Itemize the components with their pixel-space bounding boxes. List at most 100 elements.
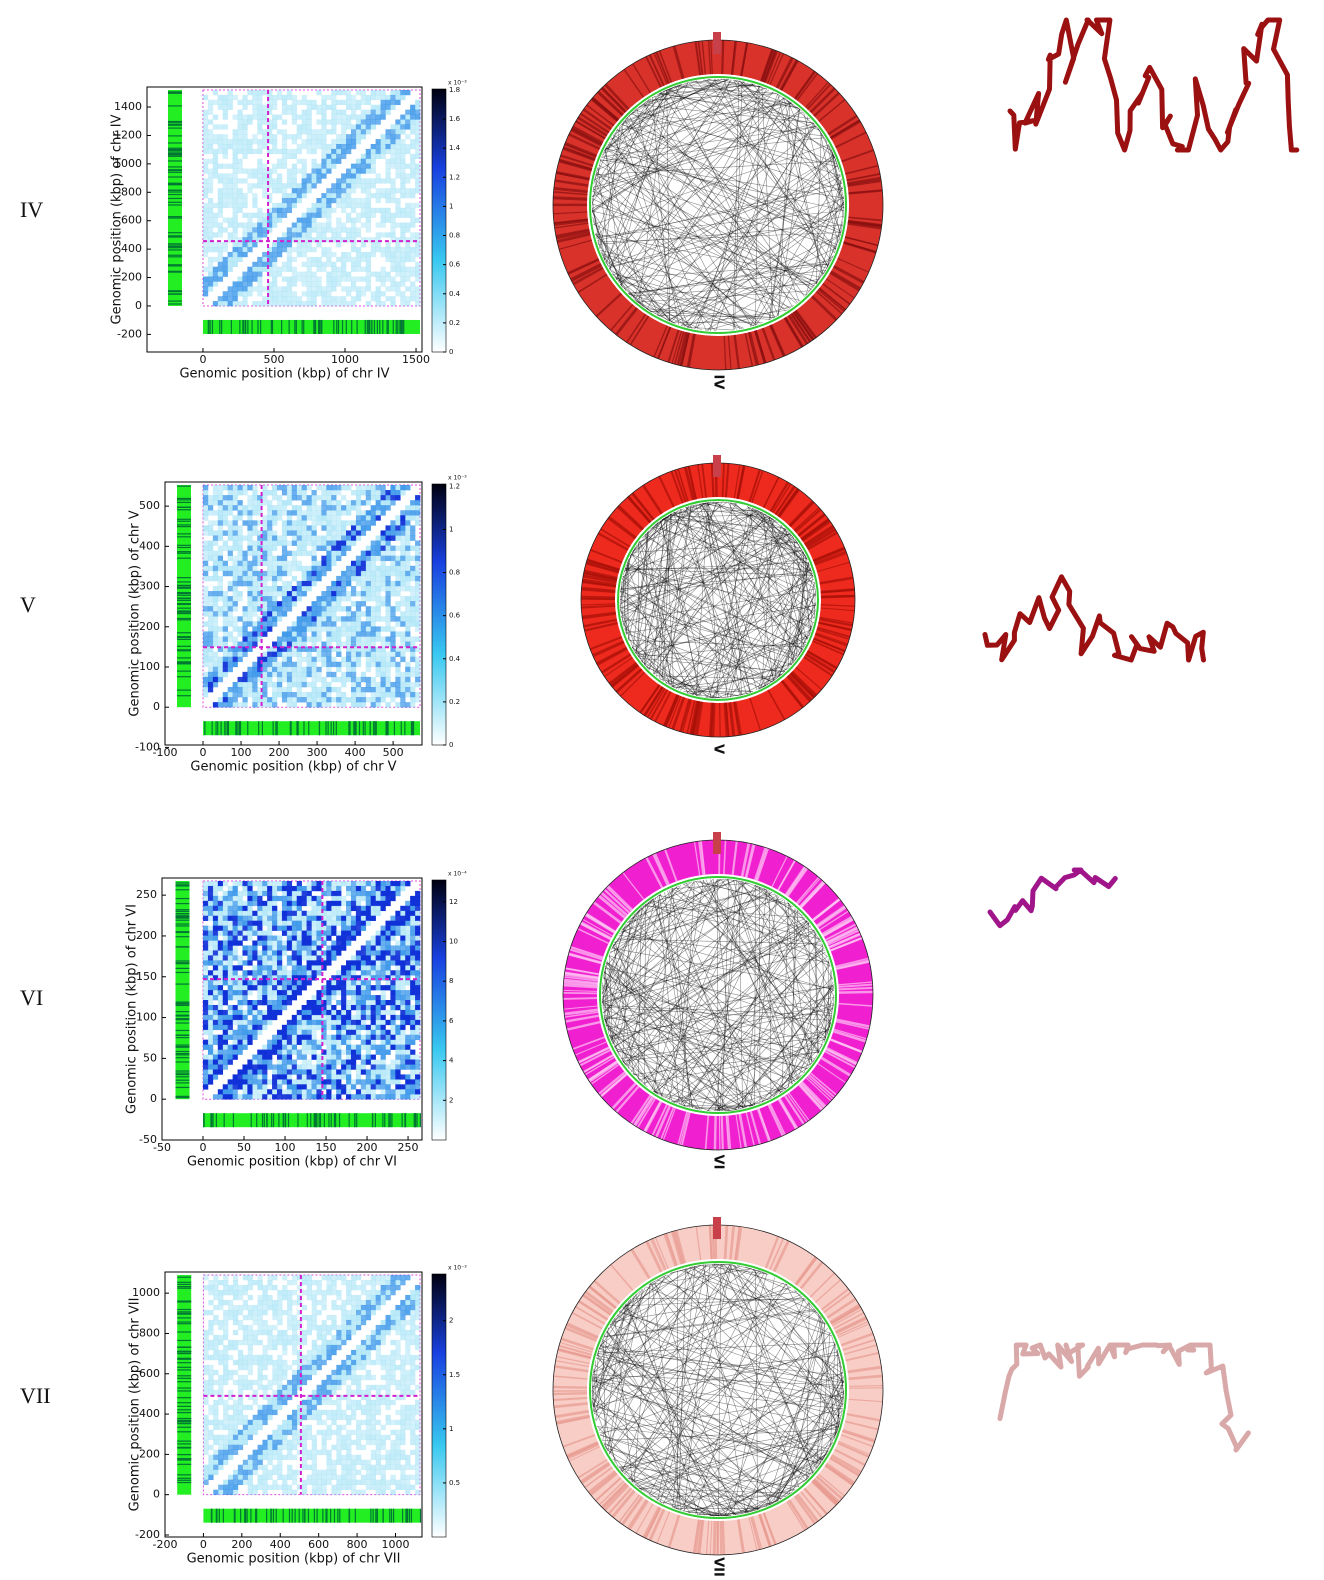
heatmap-cell <box>282 149 287 154</box>
heatmap-cell <box>405 134 410 139</box>
heatmap-cell <box>321 95 326 100</box>
heatmap-cell <box>247 173 252 178</box>
heatmap-cell <box>287 1030 292 1035</box>
heatmap-cell <box>218 95 223 100</box>
colorbar-exponent: x 10⁻³ <box>448 475 467 482</box>
heatmap-cell <box>272 124 277 129</box>
heatmap-cell <box>242 1045 247 1050</box>
heatmap-cell <box>262 188 267 193</box>
heatmap-cell <box>307 1079 312 1084</box>
heatmap-cell <box>252 702 257 707</box>
heatmap-cell <box>282 657 287 662</box>
heatmap-cell <box>247 242 252 247</box>
heatmap-cell <box>252 1030 257 1035</box>
heatmap-cell <box>307 1089 312 1094</box>
heatmap-cell <box>376 576 381 581</box>
x-tick-label: 0 <box>199 353 206 366</box>
heatmap-cell <box>292 267 297 272</box>
heatmap-cell <box>267 906 272 911</box>
heatmap-cell <box>252 546 257 551</box>
heatmap-cell <box>277 662 282 667</box>
heatmap-cell <box>331 183 336 188</box>
heatmap-cell <box>237 159 242 164</box>
track-band <box>247 320 248 334</box>
heatmap-cell <box>312 692 317 697</box>
heatmap-cell <box>203 672 208 677</box>
heatmap-cell <box>272 247 277 252</box>
heatmap-cell <box>292 1084 297 1089</box>
heatmap-cell <box>203 576 208 581</box>
heatmap-cell <box>213 1010 218 1015</box>
heatmap-cell <box>400 687 405 692</box>
heatmap-cell <box>277 1035 282 1040</box>
heatmap-cell <box>282 129 287 134</box>
heatmap-cell <box>321 139 326 144</box>
heatmap-cell <box>371 626 376 631</box>
heatmap-cell <box>302 1089 307 1094</box>
heatmap-cell <box>257 208 262 213</box>
heatmap-cell <box>336 551 341 556</box>
heatmap-cell <box>410 606 415 611</box>
heatmap-cell <box>415 115 420 120</box>
heatmap-cell <box>292 891 297 896</box>
heatmap-cell <box>307 530 312 535</box>
heatmap-cell <box>287 1055 292 1060</box>
heatmap-cell <box>237 208 242 213</box>
heatmap-cell <box>203 621 208 626</box>
heatmap-cell <box>287 581 292 586</box>
heatmap-cell <box>208 277 213 282</box>
heatmap-cell <box>410 247 415 252</box>
heatmap-cell <box>257 110 262 115</box>
heatmap-cell <box>376 631 381 636</box>
heatmap-cell <box>287 596 292 601</box>
heatmap-cell <box>341 510 346 515</box>
heatmap-cell <box>312 1094 317 1099</box>
heatmap-cell <box>400 535 405 540</box>
heatmap-cell <box>297 652 302 657</box>
track-band <box>221 721 222 735</box>
heatmap-cell <box>228 262 233 267</box>
heatmap-cell <box>203 682 208 687</box>
heatmap-cell <box>238 1030 243 1035</box>
heatmap-cell <box>371 631 376 636</box>
heatmap-cell <box>228 702 233 707</box>
heatmap-cell <box>228 1055 233 1060</box>
heatmap-cell <box>252 692 257 697</box>
heatmap-cell <box>376 301 381 306</box>
heatmap-cell <box>203 906 208 911</box>
heatmap-cell <box>218 591 223 596</box>
heatmap-cell <box>361 500 366 505</box>
heatmap-cell <box>208 955 213 960</box>
heatmap-cell <box>321 296 326 301</box>
heatmap-cell <box>223 596 228 601</box>
heatmap-cell <box>410 193 415 198</box>
heatmap-cell <box>287 515 292 520</box>
heatmap-cell <box>341 257 346 262</box>
track-band <box>177 581 191 582</box>
heatmap-cell <box>238 1035 243 1040</box>
heatmap-cell <box>223 188 228 193</box>
heatmap-cell <box>307 960 312 965</box>
heatmap-cell <box>218 193 223 198</box>
heatmap-cell <box>307 1025 312 1030</box>
heatmap-cell <box>203 139 208 144</box>
track-band <box>177 536 191 537</box>
heatmap-cell <box>351 296 356 301</box>
track-band <box>240 721 241 735</box>
heatmap-cell <box>336 510 341 515</box>
heatmap-cell <box>385 556 390 561</box>
heatmap-cell <box>203 1005 208 1010</box>
heatmap-cell <box>351 490 356 495</box>
track-band <box>333 721 334 735</box>
heatmap-cell <box>381 178 386 183</box>
heatmap-cell <box>272 657 277 662</box>
heatmap-cell <box>218 252 223 257</box>
track-band <box>373 721 374 735</box>
heatmap-cell <box>351 95 356 100</box>
heatmap-cell <box>316 291 321 296</box>
heatmap-cell <box>247 1030 252 1035</box>
heatmap-cell <box>282 561 287 566</box>
heatmap-cell <box>213 955 218 960</box>
heatmap-cell <box>321 129 326 134</box>
heatmap-cell <box>223 652 228 657</box>
